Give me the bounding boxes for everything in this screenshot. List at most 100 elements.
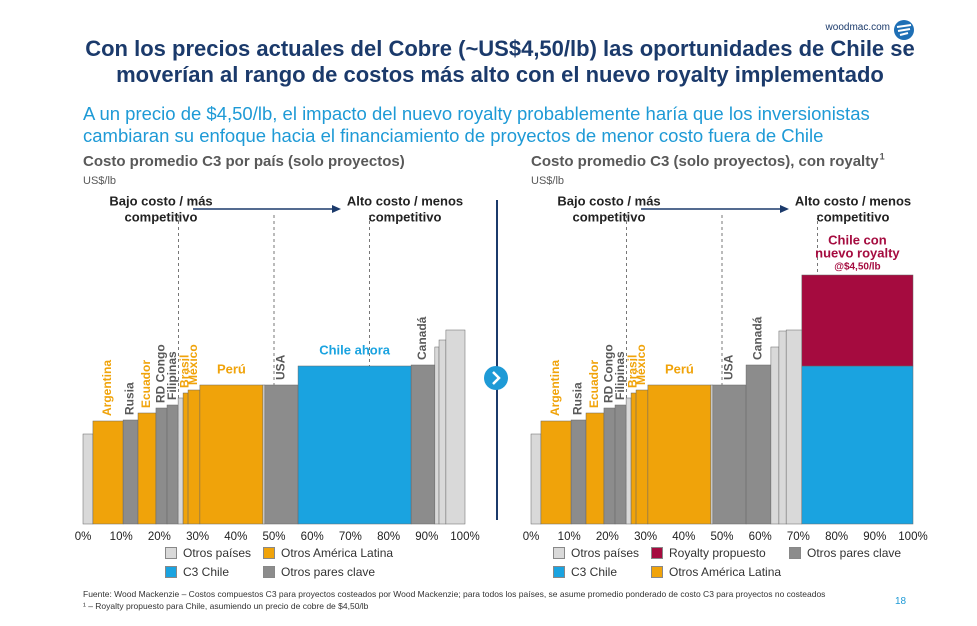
x-tick-label: 0%: [523, 531, 540, 543]
segment: [778, 330, 787, 525]
chart-title: Costo promedio C3 por país (solo proyect…: [83, 153, 405, 170]
category-label: Perú: [217, 361, 246, 376]
legend-label: C3 Chile: [183, 565, 230, 579]
category-label: Rusia: [123, 382, 137, 415]
unit-label: US$/lb: [83, 175, 116, 187]
segment: [770, 346, 780, 525]
legend-swatch: [651, 547, 663, 559]
x-tick-label: 50%: [262, 531, 285, 543]
segment: [262, 384, 266, 525]
x-tick-label: 90%: [863, 531, 886, 543]
footnote: Fuente: Wood Mackenzie – Costos compuest…: [83, 589, 826, 599]
segment: [801, 274, 914, 367]
x-tick-label: 70%: [339, 531, 362, 543]
segment: [801, 365, 914, 525]
category-label: Canadá: [415, 316, 429, 360]
category-label: USA: [722, 354, 736, 380]
segment: [122, 419, 139, 525]
x-tick-label: 80%: [377, 531, 400, 543]
note-high: Alto costo / menos: [795, 193, 911, 208]
legend-swatch: [165, 566, 177, 578]
legend-label: C3 Chile: [571, 565, 618, 579]
legend-item: C3 Chile: [165, 565, 263, 579]
legend-label: Otros América Latina: [669, 565, 782, 579]
legend-swatch: [789, 547, 801, 559]
legend-item: Otros pares clave: [789, 546, 901, 560]
note-low: competitivo: [573, 209, 646, 224]
segment: [614, 404, 627, 525]
category-label: Chile ahora: [319, 342, 391, 357]
legend: Otros países Royalty propuesto Otros pares…: [553, 546, 901, 579]
x-tick-label: 60%: [301, 531, 324, 543]
legend-label: Otros América Latina: [281, 546, 394, 560]
site: woodmac.com: [825, 22, 890, 33]
segment: [630, 392, 637, 525]
segment: [712, 384, 747, 525]
segment: [570, 419, 587, 525]
segment: [438, 339, 447, 525]
slide-title: Con los precios actuales del Cobre (~US$…: [85, 36, 915, 87]
x-tick-label: 40%: [672, 531, 695, 543]
category-label: Ecuador: [139, 360, 153, 408]
category-label: México: [186, 344, 200, 385]
category-label: Filipinas: [165, 351, 179, 400]
segment: [530, 433, 542, 525]
segment: [585, 412, 605, 525]
category-label: Brasil: [178, 355, 192, 388]
legend-item: Otros América Latina: [263, 546, 393, 560]
segment: [647, 384, 712, 525]
note-low: Bajo costo / más: [557, 193, 660, 208]
legend-item: C3 Chile: [553, 565, 651, 579]
legend-swatch: [263, 547, 275, 559]
x-tick-label: 50%: [710, 531, 733, 543]
x-tick-label: 10%: [110, 531, 133, 543]
x-tick-label: 30%: [634, 531, 657, 543]
x-tick-label: 20%: [596, 531, 619, 543]
x-tick-label: 100%: [450, 531, 479, 543]
logo: [894, 20, 914, 40]
chart-title: Costo promedio C3 (solo proyectos), con …: [531, 153, 879, 170]
x-tick-label: 30%: [186, 531, 209, 543]
legend: Otros países Otros América Latina C3 Chile…: [165, 546, 393, 579]
footnote: ¹ – Royalty propuesto para Chile, asumie…: [83, 601, 369, 611]
legend-swatch: [553, 547, 565, 559]
title-note: 1: [880, 151, 885, 161]
segment: [540, 420, 572, 525]
legend-label: Otros pares clave: [807, 546, 902, 560]
legend-swatch: [651, 566, 663, 578]
segment: [155, 407, 168, 525]
legend-label: Royalty propuesto: [669, 546, 766, 560]
legend-item: Otros países: [553, 546, 651, 560]
unit-label: US$/lb: [531, 175, 564, 187]
segment: [625, 397, 632, 525]
x-tick-label: 40%: [224, 531, 247, 543]
x-tick-label: 100%: [898, 531, 927, 543]
segment: [264, 384, 299, 525]
category-label: México: [634, 344, 648, 385]
category-label: Filipinas: [613, 351, 627, 400]
arrow-head: [332, 205, 341, 213]
segment: [92, 420, 124, 525]
note-high: competitivo: [369, 209, 442, 224]
segment: [410, 364, 436, 525]
category-label: Rusia: [571, 382, 585, 415]
segment: [445, 329, 466, 525]
category-label: USA: [274, 354, 288, 380]
category-label: Ecuador: [587, 360, 601, 408]
legend-item: Otros pares clave: [263, 565, 393, 579]
annotation: Chile con: [828, 232, 887, 247]
legend-item: Otros países: [165, 546, 263, 560]
legend-swatch: [553, 566, 565, 578]
x-tick-label: 20%: [148, 531, 171, 543]
segment: [710, 384, 714, 525]
segment: [82, 433, 94, 525]
annotation: nuevo royalty: [815, 245, 900, 260]
category-label: Canadá: [751, 316, 765, 360]
x-tick-label: 70%: [787, 531, 810, 543]
category-label: Brasil: [626, 355, 640, 388]
segment: [182, 392, 189, 525]
category-label: RD Congo: [154, 344, 168, 403]
x-tick-label: 0%: [75, 531, 92, 543]
segment: [785, 329, 803, 525]
